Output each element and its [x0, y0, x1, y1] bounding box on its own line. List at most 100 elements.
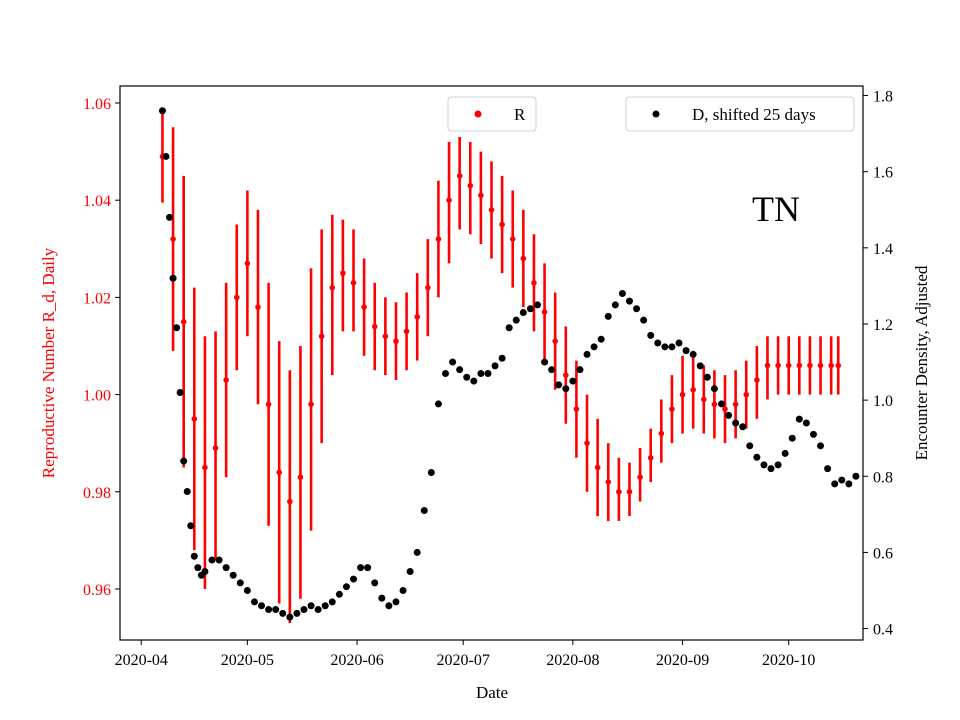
- r-point: [350, 280, 357, 286]
- r-point: [722, 406, 728, 412]
- y-right-tick-label: 0.4: [873, 622, 893, 639]
- y-left-tick-label: 1.00: [83, 388, 111, 405]
- r-point: [308, 401, 314, 408]
- r-point: [435, 236, 442, 242]
- r-point: [287, 498, 293, 505]
- legend-r-box: [447, 96, 537, 132]
- r-point: [732, 401, 739, 408]
- y-left-tick-label: 1.06: [83, 96, 111, 113]
- d-point: [449, 358, 457, 366]
- d-point: [442, 369, 450, 377]
- d-point: [774, 461, 782, 469]
- d-point: [767, 465, 775, 473]
- d-point: [371, 579, 379, 587]
- d-point: [321, 602, 329, 610]
- r-point: [467, 182, 474, 189]
- d-point: [434, 400, 442, 408]
- x-tick-label: 2020-10: [762, 652, 815, 669]
- x-tick-label: 2020-06: [330, 652, 383, 669]
- r-point: [764, 362, 771, 369]
- d-point: [817, 442, 825, 450]
- r-point: [775, 362, 781, 369]
- d-point: [838, 476, 846, 484]
- d-point: [625, 297, 633, 305]
- d-point: [746, 442, 754, 450]
- r-point: [361, 304, 367, 310]
- r-point: [563, 372, 569, 378]
- d-point: [258, 602, 266, 610]
- d-point: [512, 316, 520, 324]
- d-point: [824, 465, 832, 473]
- d-point: [519, 309, 527, 317]
- d-point: [618, 290, 626, 298]
- d-point: [505, 324, 513, 332]
- d-point: [180, 457, 188, 465]
- r-point: [828, 362, 834, 369]
- d-point: [208, 556, 216, 564]
- d-point: [583, 350, 591, 358]
- d-point: [201, 567, 209, 575]
- d-point: [265, 606, 273, 614]
- r-point: [393, 338, 399, 344]
- d-point: [732, 419, 740, 427]
- d-point: [739, 423, 747, 431]
- d-point: [555, 381, 563, 389]
- chart-annotation: TN: [752, 189, 800, 229]
- r-point: [340, 270, 346, 276]
- r-point: [711, 401, 718, 408]
- d-point: [682, 347, 690, 355]
- d-point: [279, 609, 287, 617]
- x-tick-label: 2020-05: [221, 652, 274, 669]
- y-axis-left-label: Reproductive Number R_d, Daily: [39, 247, 58, 478]
- d-point: [357, 564, 365, 572]
- d-point: [633, 305, 641, 313]
- r-point: [647, 454, 654, 461]
- r-point: [552, 338, 558, 344]
- x-tick-label: 2020-08: [546, 652, 599, 669]
- d-point: [406, 567, 414, 575]
- d-point: [802, 419, 810, 427]
- d-point: [215, 556, 223, 564]
- r-point: [669, 406, 675, 412]
- r-point: [223, 377, 229, 383]
- d-point: [526, 305, 534, 313]
- r-point: [180, 318, 187, 325]
- d-point: [703, 373, 711, 381]
- y-right-tick-label: 1.4: [873, 241, 893, 258]
- r-point: [690, 386, 696, 393]
- d-point: [788, 434, 796, 442]
- r-point: [835, 362, 842, 369]
- d-point: [427, 468, 435, 476]
- d-point: [725, 411, 733, 419]
- d-point: [710, 385, 718, 393]
- d-point: [378, 594, 386, 602]
- r-point: [478, 192, 484, 199]
- d-point: [190, 552, 198, 560]
- y-left-tick-label: 0.96: [83, 582, 111, 599]
- y-left-tick-label: 1.04: [83, 193, 111, 210]
- d-point: [675, 339, 683, 347]
- r-point: [796, 362, 803, 369]
- d-point: [222, 564, 230, 572]
- d-point: [250, 598, 258, 606]
- d-point: [286, 613, 294, 621]
- r-point: [297, 474, 304, 481]
- r-point: [191, 416, 198, 422]
- d-point: [470, 377, 478, 385]
- legend-d: D, shifted 25 days: [625, 96, 855, 132]
- r-point: [329, 284, 336, 291]
- d-point: [158, 107, 166, 115]
- r-point: [255, 304, 261, 310]
- d-point: [364, 564, 372, 572]
- r-point: [414, 314, 421, 320]
- d-point: [548, 366, 556, 374]
- d-point: [166, 213, 174, 221]
- r-point: [637, 474, 643, 481]
- d-point: [173, 324, 181, 332]
- x-tick-label: 2020-07: [437, 652, 490, 669]
- d-point: [845, 480, 853, 488]
- r-point: [371, 323, 378, 330]
- r-point: [807, 362, 813, 369]
- d-point: [590, 343, 598, 351]
- plot-area: [158, 107, 860, 623]
